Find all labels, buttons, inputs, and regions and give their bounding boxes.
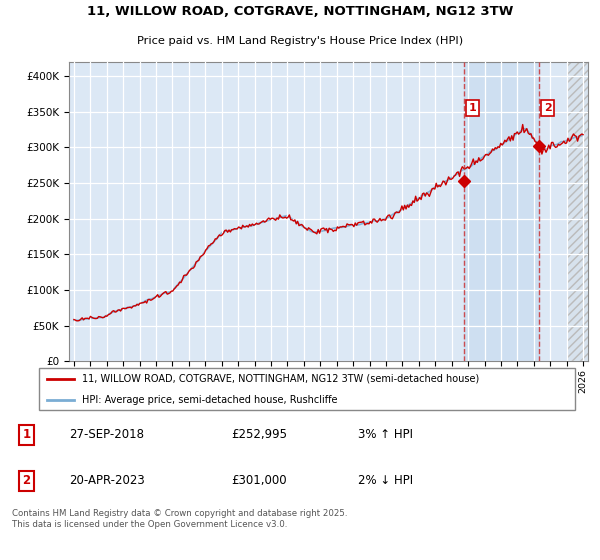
Text: 11, WILLOW ROAD, COTGRAVE, NOTTINGHAM, NG12 3TW (semi-detached house): 11, WILLOW ROAD, COTGRAVE, NOTTINGHAM, N… (82, 374, 479, 384)
Text: Contains HM Land Registry data © Crown copyright and database right 2025.
This d: Contains HM Land Registry data © Crown c… (12, 510, 347, 529)
Text: £252,995: £252,995 (231, 428, 287, 441)
FancyBboxPatch shape (39, 367, 575, 410)
Text: HPI: Average price, semi-detached house, Rushcliffe: HPI: Average price, semi-detached house,… (82, 395, 338, 405)
Text: Price paid vs. HM Land Registry's House Price Index (HPI): Price paid vs. HM Land Registry's House … (137, 36, 463, 46)
Text: 20-APR-2023: 20-APR-2023 (70, 474, 145, 487)
Bar (464, 62, 539, 361)
Text: 3% ↑ HPI: 3% ↑ HPI (358, 428, 413, 441)
Text: 2: 2 (544, 103, 551, 113)
Text: 11, WILLOW ROAD, COTGRAVE, NOTTINGHAM, NG12 3TW: 11, WILLOW ROAD, COTGRAVE, NOTTINGHAM, N… (87, 4, 513, 18)
Text: 2% ↓ HPI: 2% ↓ HPI (358, 474, 413, 487)
Text: 1: 1 (469, 103, 476, 113)
Text: £301,000: £301,000 (231, 474, 287, 487)
Text: 2: 2 (22, 474, 31, 487)
Bar (566, 62, 588, 361)
Text: 27-SEP-2018: 27-SEP-2018 (70, 428, 145, 441)
Bar (566, 62, 588, 361)
Text: 1: 1 (22, 428, 31, 441)
